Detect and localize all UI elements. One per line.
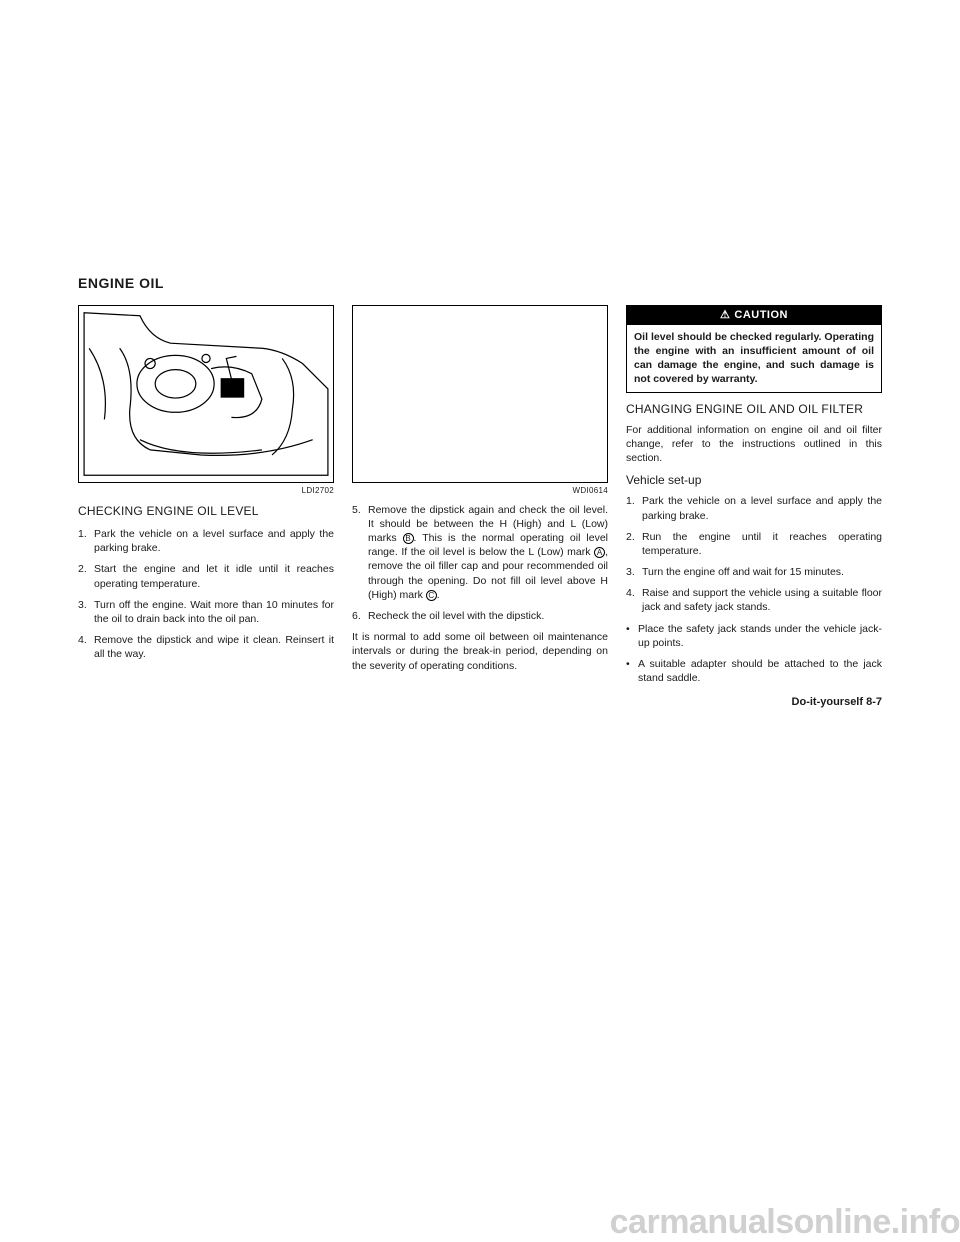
list-item: Run the engine until it reaches operatin… [626,530,882,558]
setup-bullets: Place the safety jack stands under the v… [626,622,882,686]
figure-engine-dipstick [78,305,334,483]
watermark: carmanualsonline.info [610,1203,960,1242]
list-item: Park the vehicle on a level surface and … [626,494,882,522]
caution-header: CAUTION [627,306,881,325]
mark-c-icon: C [426,590,437,601]
list-item: Recheck the oil level with the dipstick. [352,609,608,623]
list-item: Turn off the engine. Wait more than 10 m… [78,598,334,626]
changing-oil-paragraph: For additional information on engine oil… [626,423,882,466]
engine-illustration [79,306,333,482]
list-item: Start the engine and let it idle until i… [78,562,334,590]
columns-container: LDI2702 CHECKING ENGINE OIL LEVEL Park t… [78,305,882,710]
list-item: Raise and support the vehicle using a su… [626,586,882,614]
list-item: Remove the dipstick and wipe it clean. R… [78,633,334,661]
caution-body: Oil level should be checked regularly. O… [627,325,881,392]
changing-oil-heading: CHANGING ENGINE OIL AND OIL FILTER [626,401,882,417]
list-item: Turn the engine off and wait for 15 minu… [626,565,882,579]
checking-oil-heading: CHECKING ENGINE OIL LEVEL [78,503,334,519]
setup-steps: Park the vehicle on a level surface and … [626,494,882,614]
page-footer: Do-it-yourself 8-7 [626,695,882,710]
mark-a-icon: A [594,547,605,558]
figure-code-2: WDI0614 [352,486,608,497]
column-3: CAUTION Oil level should be checked regu… [626,305,882,710]
list-item: Place the safety jack stands under the v… [626,622,882,650]
list-item: Remove the dipstick again and check the … [352,503,608,602]
oil-add-paragraph: It is normal to add some oil between oil… [352,630,608,673]
manual-page: ENGINE OIL [78,275,882,710]
step5-text-end: . [437,589,440,601]
mark-b-icon: B [403,533,414,544]
checking-steps: Park the vehicle on a level surface and … [78,527,334,661]
column-1: LDI2702 CHECKING ENGINE OIL LEVEL Park t… [78,305,334,710]
list-item: Park the vehicle on a level surface and … [78,527,334,555]
checking-steps-cont: Remove the dipstick again and check the … [352,503,608,623]
caution-box: CAUTION Oil level should be checked regu… [626,305,882,393]
figure-dipstick-levels [352,305,608,483]
column-2: WDI0614 Remove the dipstick again and ch… [352,305,608,710]
vehicle-setup-heading: Vehicle set-up [626,472,882,488]
figure-code-1: LDI2702 [78,486,334,497]
list-item: A suitable adapter should be attached to… [626,657,882,685]
section-header: ENGINE OIL [78,275,882,291]
